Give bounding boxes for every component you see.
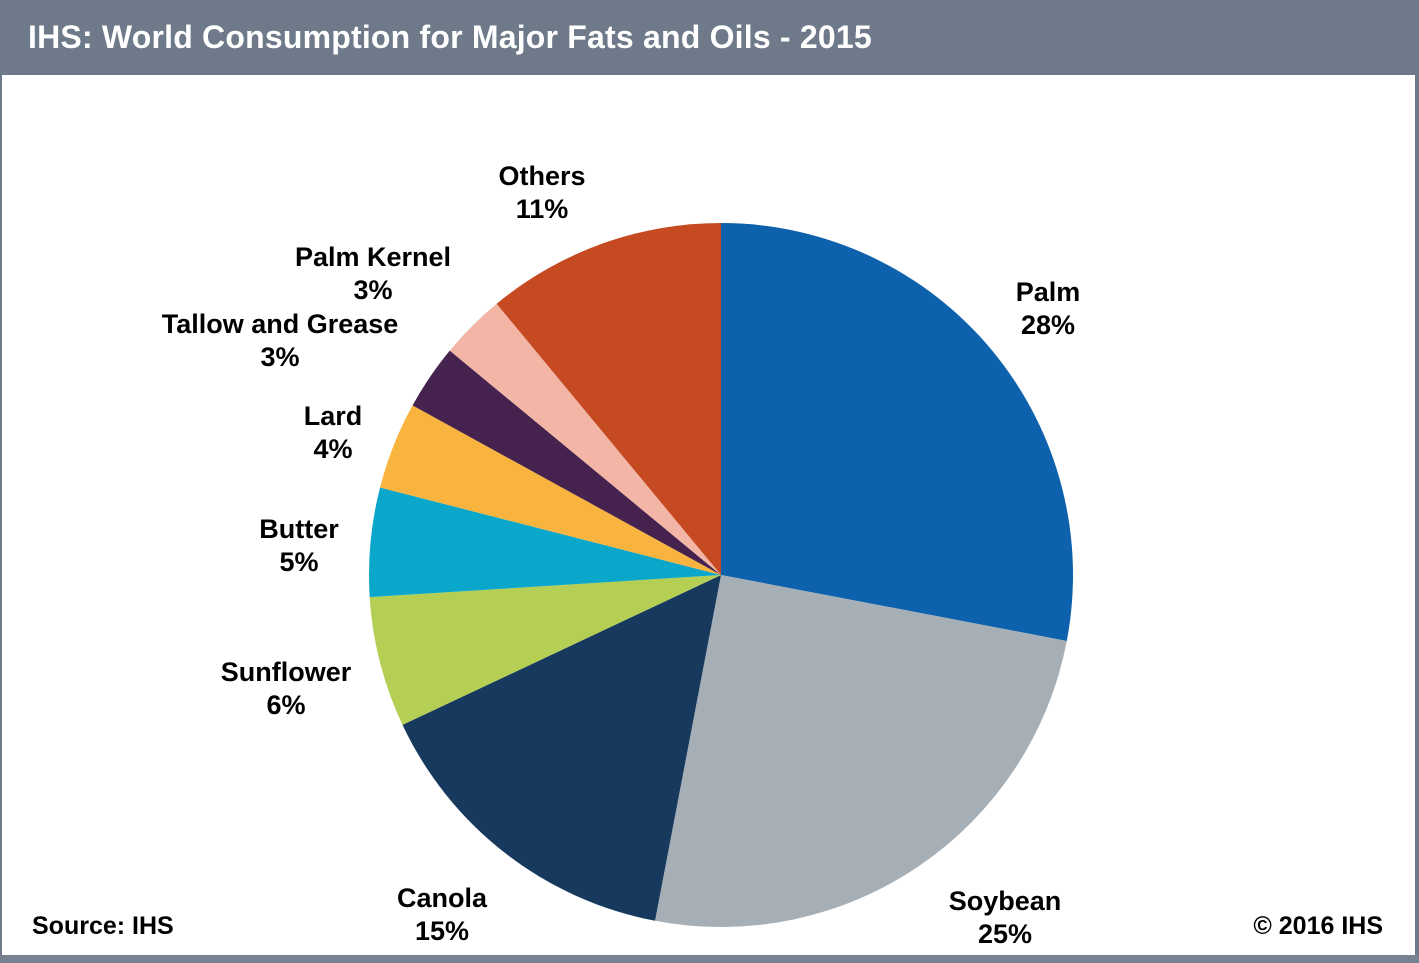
chart-title: IHS: World Consumption for Major Fats an…	[28, 19, 872, 55]
pie-chart	[368, 223, 1074, 928]
slice-label-percent: 3%	[260, 342, 300, 372]
slice-label-butter: Butter 5%	[259, 513, 339, 579]
slice-label-palm: Palm 28%	[1016, 276, 1081, 342]
slice-label-name: Canola	[396, 883, 488, 913]
slice-label-palm-kernel: Palm Kernel 3%	[295, 241, 451, 307]
slice-label-percent: 11%	[515, 194, 569, 224]
chart-area: Palm 28% Soybean 25% Canola 15% Sunflower 6% But…	[0, 75, 1419, 963]
slice-label-name: Tallow and Grease	[161, 309, 399, 339]
slice-label-percent: 4%	[313, 434, 353, 464]
slice-label-canola: Canola 15%	[397, 882, 487, 948]
pie-slice-butter	[368, 487, 721, 598]
slice-label-name: Others	[498, 161, 586, 191]
header-bar: IHS: World Consumption for Major Fats an…	[0, 0, 1419, 75]
pie-slice-lard	[380, 405, 721, 575]
slice-label-percent: 15%	[414, 916, 470, 946]
pie-slice-sunflower	[369, 575, 721, 725]
slice-label-sunflower: Sunflower 6%	[221, 656, 352, 722]
pie-slice-tallow-and-grease	[412, 350, 721, 575]
source-note: Source: IHS	[32, 912, 174, 940]
pie-slice-canola	[402, 575, 721, 921]
slice-label-name: Palm Kernel	[294, 242, 452, 272]
pie-slice-others	[496, 223, 721, 575]
copyright-note: © 2016 IHS	[1253, 912, 1383, 940]
slice-label-percent: 3%	[353, 275, 393, 305]
slice-label-percent: 5%	[279, 547, 319, 577]
slice-label-percent: 28%	[1020, 310, 1076, 340]
slice-label-tallow-and-grease: Tallow and Grease 3%	[162, 308, 399, 374]
slice-label-name: Soybean	[948, 886, 1062, 916]
pie-slice-palm-kernel	[449, 303, 721, 575]
slice-label-name: Butter	[259, 514, 339, 544]
slice-label-name: Lard	[303, 401, 363, 431]
bottom-border-strip	[0, 955, 1419, 963]
slice-label-name: Palm	[1015, 277, 1081, 307]
slice-label-soybean: Soybean 25%	[949, 885, 1062, 951]
slice-label-name: Sunflower	[220, 657, 352, 687]
slice-label-others: Others 11%	[498, 160, 585, 226]
slice-label-percent: 6%	[266, 690, 306, 720]
pie-slice-soybean	[655, 575, 1067, 928]
slice-label-percent: 25%	[977, 919, 1033, 949]
slice-label-lard: Lard 4%	[304, 400, 363, 466]
pie-slice-palm	[721, 223, 1074, 641]
